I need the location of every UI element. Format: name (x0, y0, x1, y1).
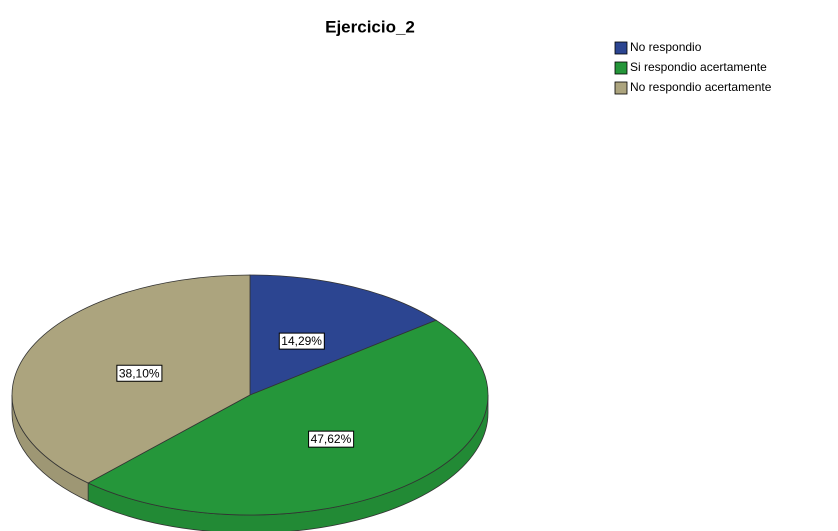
data-label: 47,62% (308, 430, 355, 448)
legend-label: No respondio (630, 40, 702, 54)
data-label-box (116, 364, 163, 382)
data-label: 38,10% (116, 364, 163, 382)
pie-slice (87, 319, 489, 516)
data-label-text: 38,10% (119, 366, 160, 380)
legend-swatch (614, 41, 628, 55)
data-label-text: 14,29% (281, 334, 322, 348)
legend-label: No respondio acertamente (630, 80, 772, 94)
chart-title: Ejercicio_2 (325, 17, 415, 36)
pie-slice (249, 274, 437, 396)
legend-swatch (614, 81, 628, 95)
data-label-text: 47,62% (311, 432, 352, 446)
data-label: 14,29% (278, 332, 325, 350)
legend-swatch (614, 61, 628, 75)
data-label-box (308, 430, 355, 448)
data-label-box (278, 332, 325, 350)
legend-label: Si respondio acertamente (630, 60, 767, 74)
